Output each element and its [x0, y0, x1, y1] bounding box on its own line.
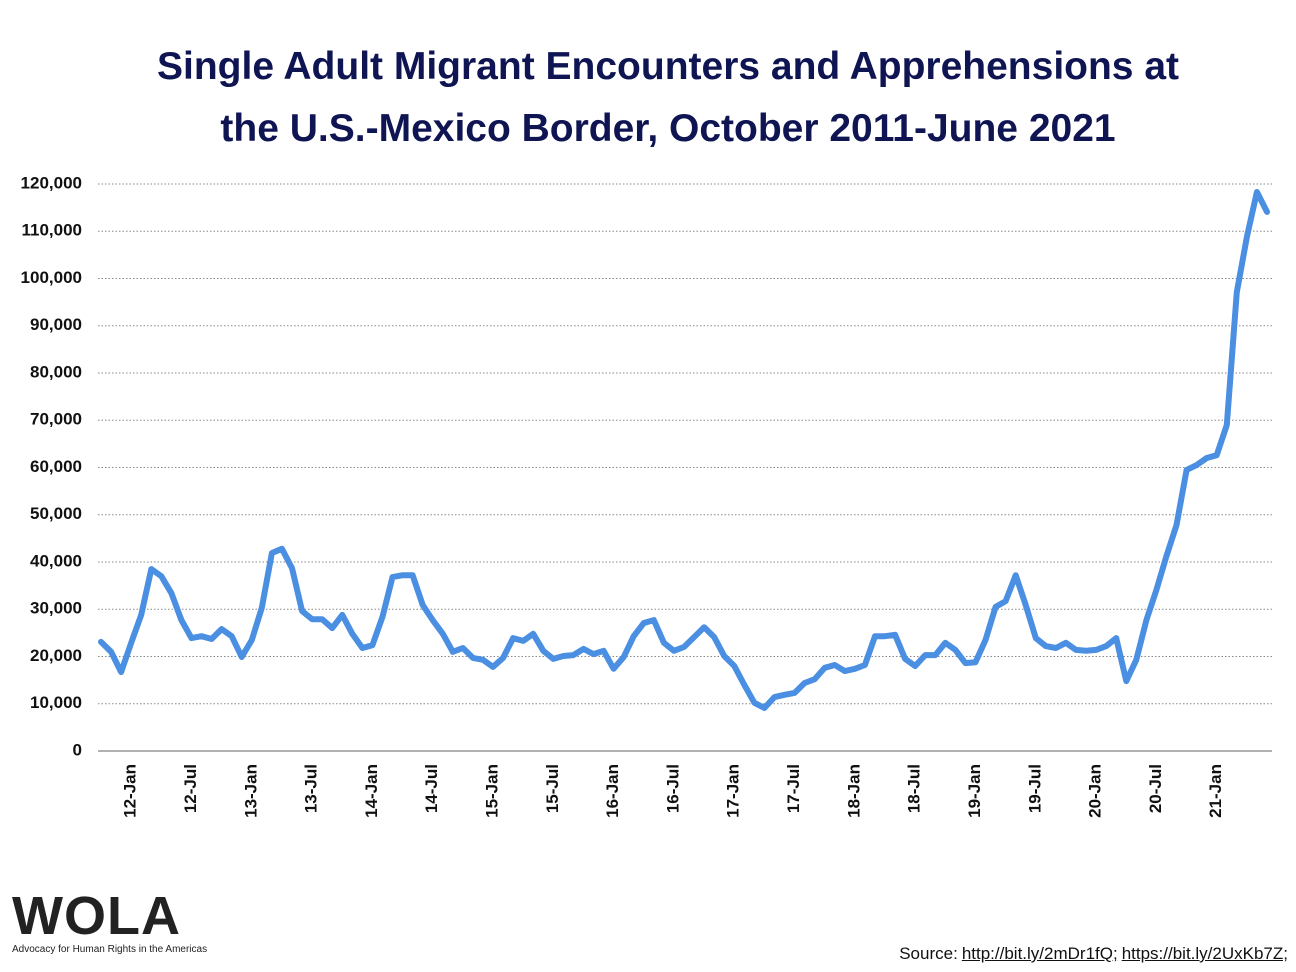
x-tick-label: 16-Jan: [603, 764, 622, 818]
source-link[interactable]: http://bit.ly/2mDr1fQ;: [961, 944, 1118, 963]
x-tick-label: 12-Jan: [121, 764, 140, 818]
y-tick-label: 20,000: [30, 646, 82, 665]
x-tick-label: 13-Jul: [302, 764, 321, 813]
x-tick-label: 15-Jan: [483, 764, 502, 818]
source: Source: http://bit.ly/2mDr1fQ; https://bit…: [899, 944, 1288, 964]
y-tick-label: 30,000: [30, 599, 82, 618]
x-tick-label: 14-Jan: [362, 764, 381, 818]
x-tick-label: 18-Jan: [844, 764, 863, 818]
x-tick-label: 12-Jul: [181, 764, 200, 813]
x-tick-label: 16-Jul: [663, 764, 682, 813]
x-tick-label: 19-Jan: [965, 764, 984, 818]
x-tick-label: 18-Jul: [905, 764, 924, 813]
x-tick-label: 17-Jul: [784, 764, 803, 813]
x-tick-label: 17-Jan: [724, 764, 743, 818]
logo-tagline: Advocacy for Human Rights in the America…: [12, 944, 208, 955]
x-tick-label: 15-Jul: [543, 764, 562, 813]
logo: WOLA Advocacy for Human Rights in the Am…: [12, 888, 207, 955]
x-tick-label: 14-Jul: [422, 764, 441, 813]
chart-title: Single Adult Migrant Encounters and Appr…: [156, 45, 1180, 150]
data-line: [98, 189, 1270, 711]
y-tick-label: 80,000: [30, 362, 82, 381]
logo-word: WOLA: [12, 886, 181, 946]
y-tick-label: 70,000: [30, 410, 82, 429]
x-tick-label: 19-Jul: [1025, 764, 1044, 813]
y-tick-label: 90,000: [30, 315, 82, 334]
y-tick-label: 100,000: [21, 268, 82, 287]
x-tick-label: 21-Jan: [1206, 764, 1225, 818]
y-tick-label: 0: [73, 740, 82, 759]
y-tick-label: 10,000: [30, 693, 82, 712]
y-tick-label: 110,000: [21, 221, 82, 240]
y-tick-label: 120,000: [21, 173, 82, 192]
y-tick-label: 50,000: [30, 504, 82, 523]
source-link[interactable]: https://bit.ly/2UxKb7Z;: [1121, 944, 1288, 963]
x-tick-label: 20-Jul: [1146, 764, 1165, 813]
y-tick-label: 60,000: [30, 457, 82, 476]
source-prefix: Source:: [899, 944, 958, 963]
y-tick-label: 40,000: [30, 551, 82, 570]
x-tick-label: 20-Jan: [1086, 764, 1105, 818]
x-tick-label: 13-Jan: [241, 764, 260, 818]
